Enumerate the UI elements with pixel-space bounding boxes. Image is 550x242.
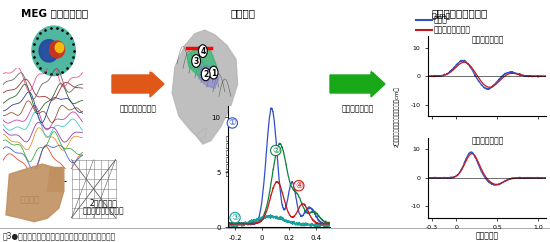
Text: 階層変分ベイズ法: 階層変分ベイズ法 bbox=[119, 104, 157, 113]
Text: 3: 3 bbox=[194, 57, 199, 66]
Text: 水平方向の変化: 水平方向の変化 bbox=[471, 35, 504, 44]
Text: 投影した指先の位置: 投影した指先の位置 bbox=[82, 206, 124, 215]
Text: 4: 4 bbox=[200, 47, 206, 56]
Text: 図3●手先の運動を脳活動から再構成する手法の概要: 図3●手先の運動を脳活動から再構成する手法の概要 bbox=[3, 231, 116, 240]
Text: 2次元平面に: 2次元平面に bbox=[89, 198, 117, 207]
Polygon shape bbox=[47, 167, 64, 191]
Text: 手の運動: 手の運動 bbox=[20, 196, 40, 204]
Circle shape bbox=[55, 43, 64, 53]
Text: 指先位置の時間変化: 指先位置の時間変化 bbox=[432, 8, 488, 18]
Text: 皮質電流: 皮質電流 bbox=[230, 8, 256, 18]
FancyArrow shape bbox=[330, 71, 385, 97]
Text: ③: ③ bbox=[232, 213, 239, 222]
Polygon shape bbox=[6, 164, 64, 222]
Text: 実測値: 実測値 bbox=[434, 15, 448, 24]
Text: 逆フィルター: 逆フィルター bbox=[122, 63, 154, 72]
Circle shape bbox=[39, 40, 59, 62]
X-axis label: 時間（秒）: 時間（秒） bbox=[475, 232, 499, 241]
Circle shape bbox=[50, 41, 64, 58]
Text: ④: ④ bbox=[295, 181, 302, 190]
Text: 1: 1 bbox=[211, 69, 216, 78]
Polygon shape bbox=[199, 67, 219, 88]
Text: スパース推定法: スパース推定法 bbox=[342, 104, 374, 113]
Text: 皮
質
電
流
推
度: 皮 質 電 流 推 度 bbox=[226, 137, 230, 177]
Polygon shape bbox=[172, 30, 238, 144]
Circle shape bbox=[32, 26, 75, 76]
Circle shape bbox=[201, 68, 210, 81]
Text: （cm）: （cm） bbox=[432, 12, 451, 19]
Circle shape bbox=[192, 55, 201, 67]
Text: 脳活動から再構成: 脳活動から再構成 bbox=[434, 25, 471, 35]
Text: 2: 2 bbox=[203, 70, 208, 79]
Text: ②: ② bbox=[272, 146, 279, 155]
Text: ①: ① bbox=[229, 119, 236, 128]
Text: 垂直方向の変化: 垂直方向の変化 bbox=[471, 136, 504, 145]
Text: MEG センサー信号: MEG センサー信号 bbox=[21, 8, 89, 18]
Circle shape bbox=[199, 45, 207, 58]
Circle shape bbox=[209, 66, 218, 79]
Polygon shape bbox=[187, 46, 217, 78]
Text: 線形予測モデル: 線形予測モデル bbox=[339, 63, 377, 72]
Text: 2次元平面での指先位置の変化（cm）: 2次元平面での指先位置の変化（cm） bbox=[394, 87, 400, 147]
FancyArrow shape bbox=[112, 71, 164, 97]
